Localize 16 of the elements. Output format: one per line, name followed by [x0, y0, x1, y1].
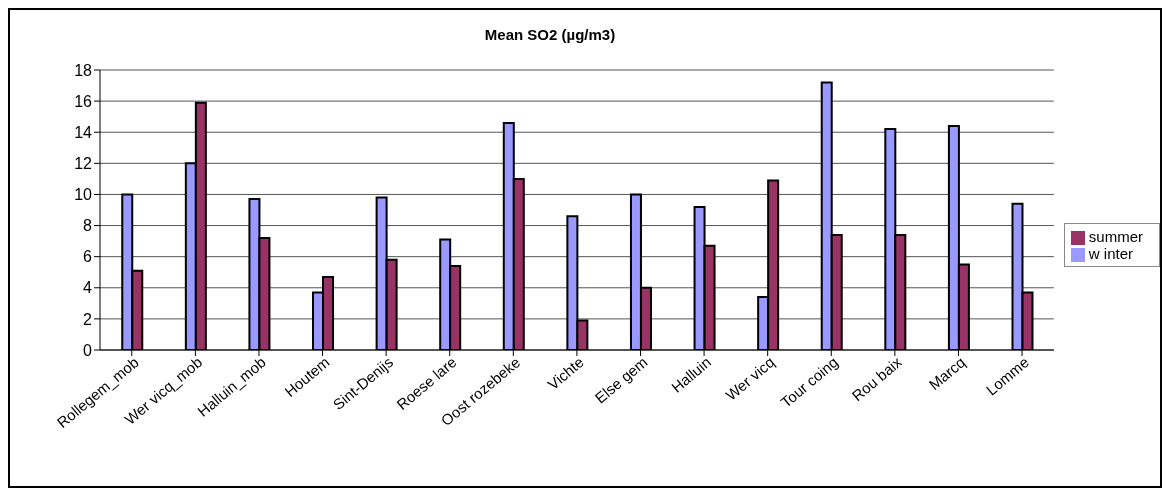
y-tick-label: 12	[74, 155, 93, 173]
y-tick-label: 14	[74, 123, 93, 141]
y-tick-label: 16	[74, 92, 93, 110]
x-tick-label: Else gem	[591, 353, 651, 407]
legend-label: w inter	[1088, 245, 1134, 262]
legend-label: summer	[1088, 227, 1143, 245]
y-tick-label: 6	[83, 248, 93, 266]
chart-title: Mean SO2 (µg/m3)	[483, 26, 617, 43]
y-tick-label: 18	[74, 61, 93, 79]
y-tick-label: 10	[74, 186, 93, 204]
y-tick-label: 0	[83, 341, 93, 359]
y-tick-label: 8	[83, 217, 93, 235]
y-tick-label: 4	[83, 279, 93, 297]
x-tick-label: Rou baix	[848, 352, 906, 405]
y-tick-label: 2	[83, 310, 93, 328]
x-tick-label: Wer vicq	[722, 353, 778, 404]
